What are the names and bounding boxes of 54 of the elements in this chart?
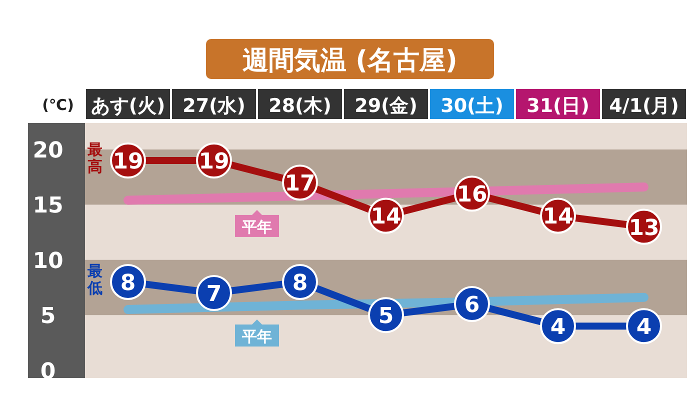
data-label: 19 xyxy=(112,150,144,175)
legend-label: 平年 xyxy=(241,218,272,236)
category: 28(木) xyxy=(258,89,342,119)
marker: 14 xyxy=(368,198,404,234)
chart-title: 週間気温 (名古屋) xyxy=(242,46,458,76)
x-tick-label: 4/1(月) xyxy=(609,95,679,117)
y-tick-label: 0 xyxy=(40,359,56,384)
data-label: 8 xyxy=(292,270,308,296)
marker: 8 xyxy=(282,264,318,300)
x-tick-label: 31(日) xyxy=(526,95,590,117)
x-tick-label: 28(木) xyxy=(268,95,332,117)
x-tick-label: 29(金) xyxy=(354,95,418,117)
data-label: 14 xyxy=(370,204,402,230)
marker: 19 xyxy=(196,142,232,179)
x-tick-label: あす(火) xyxy=(90,95,166,117)
category: 31(日) xyxy=(516,89,600,119)
marker: 5 xyxy=(368,297,404,334)
marker: 6 xyxy=(454,286,490,322)
category: 4/1(月) xyxy=(602,89,686,119)
series-label: 最高 xyxy=(86,140,102,176)
marker: 4 xyxy=(626,308,662,344)
category: あす(火) xyxy=(86,89,170,119)
data-label: 13 xyxy=(628,216,660,241)
data-label: 7 xyxy=(206,282,222,307)
data-label: 4 xyxy=(550,315,566,340)
data-label: 8 xyxy=(120,270,136,296)
x-tick-label: 30(土) xyxy=(440,95,504,117)
data-label: 19 xyxy=(198,150,230,175)
marker: 19 xyxy=(110,142,146,179)
data-label: 6 xyxy=(464,293,480,318)
marker: 17 xyxy=(282,164,318,201)
data-label: 4 xyxy=(636,315,652,340)
category: 30(土) xyxy=(430,89,514,119)
marker: 8 xyxy=(110,264,146,300)
data-label: 17 xyxy=(284,172,316,197)
marker: 14 xyxy=(540,198,576,234)
marker: 7 xyxy=(196,275,232,311)
data-label: 16 xyxy=(456,182,488,208)
y-tick-label: 10 xyxy=(32,248,64,274)
category: 29(金) xyxy=(344,89,428,119)
title: 週間気温 (名古屋) xyxy=(204,37,496,81)
y-axis-title: (℃) xyxy=(42,96,74,114)
data-label: 5 xyxy=(378,304,394,330)
marker: 16 xyxy=(454,176,490,212)
y-tick-label: 5 xyxy=(40,304,56,330)
category: 27(水) xyxy=(172,89,256,119)
data-label: 14 xyxy=(542,204,574,230)
y-tick-label: 20 xyxy=(32,138,64,164)
y-tick-label: 15 xyxy=(32,194,64,219)
legend-label: 平年 xyxy=(241,328,272,346)
marker: 4 xyxy=(540,308,576,344)
marker: 13 xyxy=(626,208,662,245)
x-tick-label: 27(水) xyxy=(182,95,246,117)
series-label: 最低 xyxy=(86,262,102,297)
